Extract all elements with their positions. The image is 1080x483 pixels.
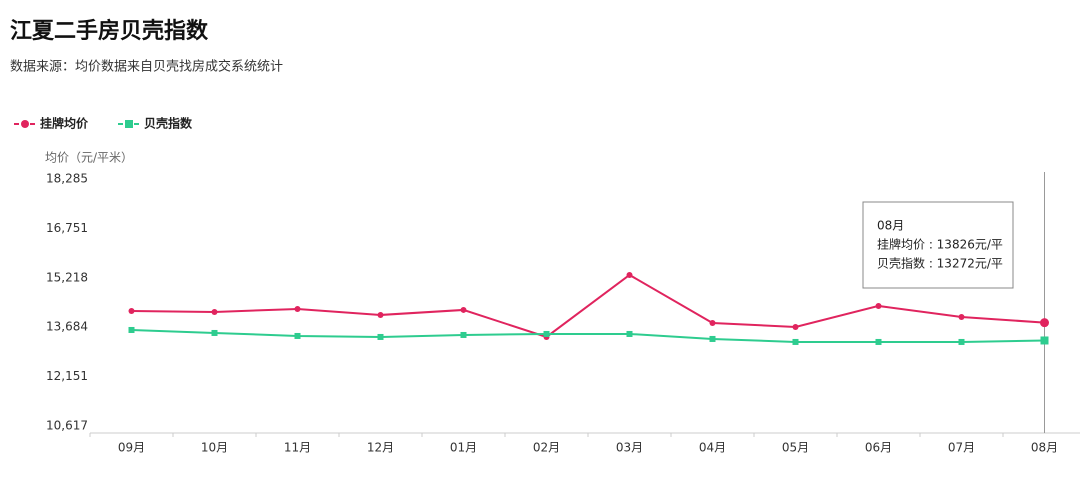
- point: [294, 332, 301, 339]
- tooltip-box: [862, 201, 1014, 289]
- x-tick-label: 05月: [782, 441, 809, 455]
- y-tick-label: 18,285: [46, 172, 88, 186]
- x-tick-label: 06月: [865, 441, 892, 455]
- point: [377, 311, 384, 318]
- y-tick-label: 13,684: [46, 320, 88, 334]
- point: [626, 271, 633, 278]
- x-tick-label: 02月: [533, 441, 560, 455]
- point: [128, 307, 135, 314]
- x-tick-label: 11月: [284, 441, 311, 455]
- point: [958, 338, 965, 345]
- series-line: [131, 328, 1045, 343]
- legend-label: 挂牌均价: [40, 116, 89, 131]
- legend-label: 贝壳指数: [144, 116, 193, 131]
- point: [792, 323, 799, 330]
- legend-marker: [125, 120, 133, 128]
- point: [1040, 336, 1049, 345]
- point: [460, 331, 467, 338]
- point: [709, 319, 716, 326]
- tooltip-title: 08月: [877, 219, 904, 233]
- point: [792, 338, 799, 345]
- tooltip-line: 贝壳指数 : 13272元/平: [877, 256, 1003, 271]
- x-tick-label: 12月: [367, 441, 394, 455]
- y-tick-label: 15,218: [46, 270, 88, 284]
- point: [128, 326, 135, 333]
- chart-subtitle: 数据来源：均价数据来自贝壳找房成交系统统计: [10, 59, 283, 75]
- x-tick-label: 03月: [616, 441, 643, 455]
- point: [626, 330, 633, 337]
- point: [543, 330, 550, 337]
- y-tick-label: 10,617: [46, 419, 88, 433]
- x-tick-label: 09月: [118, 441, 145, 455]
- point: [875, 338, 882, 345]
- point: [294, 305, 301, 312]
- x-tick-label: 08月: [1031, 441, 1058, 455]
- point: [460, 306, 467, 313]
- series-line: [131, 273, 1045, 339]
- point: [211, 308, 218, 315]
- tooltip-line: 挂牌均价 : 13826元/平: [877, 238, 1003, 252]
- y-axis-label: 均价（元/平米）: [45, 151, 133, 165]
- y-tick-label: 12,151: [46, 369, 88, 383]
- point: [709, 335, 716, 342]
- legend-marker: [21, 120, 29, 128]
- point: [875, 302, 882, 309]
- x-tick-label: 07月: [948, 441, 975, 455]
- x-tick-label: 01月: [450, 441, 477, 455]
- point: [377, 333, 384, 340]
- x-tick-label: 10月: [201, 441, 228, 455]
- point: [1040, 318, 1049, 328]
- point: [958, 313, 965, 320]
- chart-title: 江夏二手房贝壳指数: [10, 18, 209, 44]
- y-tick-label: 16,751: [46, 221, 88, 235]
- x-tick-label: 04月: [699, 441, 726, 455]
- point: [211, 329, 218, 336]
